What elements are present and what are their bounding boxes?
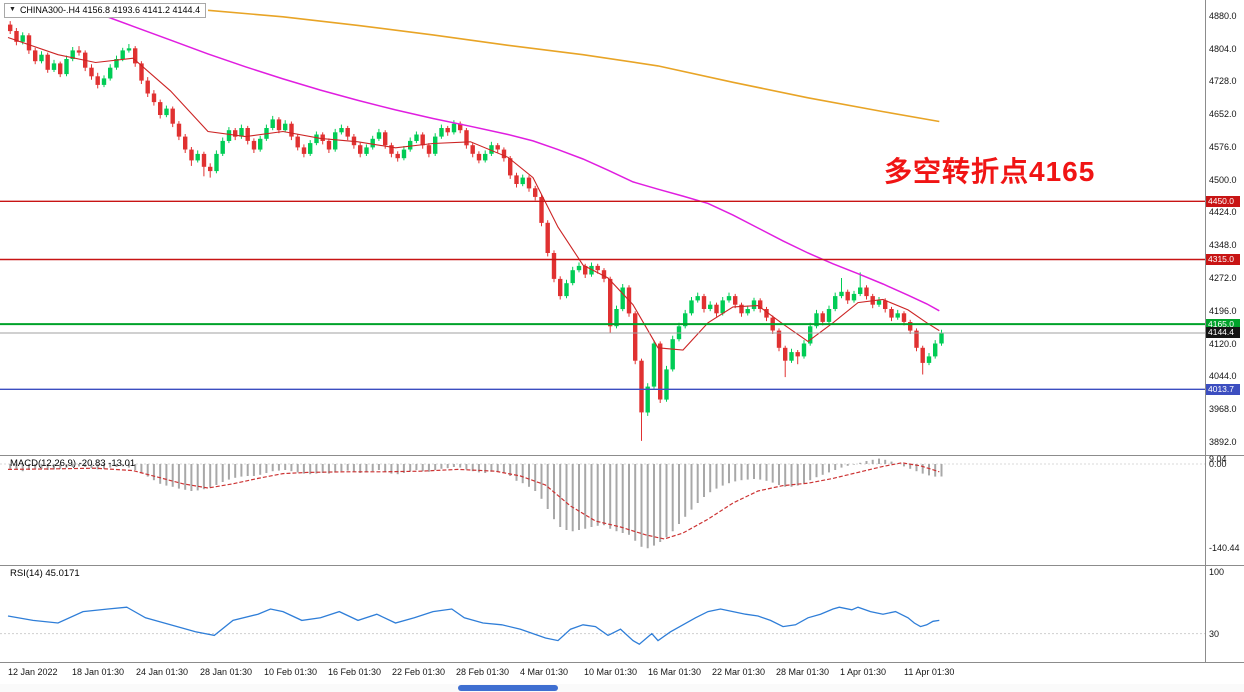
time-axis-label: 18 Jan 01:30 — [72, 667, 125, 677]
price-axis-label: 4424.0 — [1209, 207, 1237, 218]
time-axis-label: 12 Jan 2022 — [8, 667, 58, 677]
horizontal-levels[interactable] — [0, 200, 1205, 390]
price-axis-label: 4348.0 — [1209, 240, 1237, 251]
time-axis-label: 28 Mar 01:30 — [776, 667, 830, 677]
panel-separators — [0, 0, 1244, 663]
time-axis-label: 22 Feb 01:30 — [392, 667, 446, 677]
rsi-axis-label: 100 — [1209, 567, 1225, 577]
macd-axis-label: 9.04 — [1209, 453, 1227, 464]
ma-slow-line — [207, 9, 940, 123]
time-axis-label: 28 Jan 01:30 — [200, 667, 253, 677]
price-axis-label: 4196.0 — [1209, 305, 1237, 316]
price-axis-label: 4044.0 — [1209, 371, 1237, 382]
rsi-indicator-label: RSI(14) 45.0171 — [10, 568, 80, 579]
time-axis-label: 4 Mar 01:30 — [520, 667, 569, 677]
time-axis-label: 1 Apr 01:30 — [840, 667, 887, 677]
time-axis-label: 10 Feb 01:30 — [264, 667, 318, 677]
time-axis-label: 28 Feb 01:30 — [456, 667, 510, 677]
dropdown-arrow-icon[interactable]: ▼ — [9, 6, 16, 13]
price-axis-label: 4880.0 — [1209, 10, 1237, 21]
time-axis-label: 10 Mar 01:30 — [584, 667, 638, 677]
macd-axis-label: -140.44 — [1209, 543, 1240, 554]
symbol-ohlc-text: CHINA300-.H4 4156.8 4193.6 4141.2 4144.4 — [19, 5, 201, 15]
price-axis-label: 4500.0 — [1209, 174, 1237, 185]
price-level-tag: 4315.0 — [1206, 253, 1240, 265]
time-axis-label: 16 Feb 01:30 — [328, 667, 382, 677]
rsi-axis-label: 30 — [1209, 628, 1220, 639]
horizontal-scrollbar[interactable] — [0, 684, 1244, 692]
price-level-tag: 4013.7 — [1206, 383, 1240, 395]
macd-indicator-label: MACD(12,26,9) -20.83 -13.01 — [10, 458, 136, 469]
price-axis-label: 4272.0 — [1209, 272, 1237, 283]
price-level-tag: 4144.4 — [1206, 327, 1240, 339]
price-axis-label: 4120.0 — [1209, 338, 1237, 349]
ma-mid-line — [95, 11, 940, 312]
price-axis-label: 4652.0 — [1209, 109, 1237, 120]
ma-fast-line — [7, 36, 940, 351]
price-level-tag: 4165.0 — [1206, 318, 1240, 330]
chart-annotation-text[interactable]: 多空转折点4165 — [884, 156, 1096, 187]
macd-histogram — [9, 458, 943, 549]
time-axis-label: 11 Apr 01:30 — [904, 667, 955, 677]
time-axis-label: 22 Mar 01:30 — [712, 667, 766, 677]
price-axis-label: 4728.0 — [1209, 76, 1237, 87]
price-axis-label: 3892.0 — [1209, 436, 1237, 447]
price-axis-label: 4804.0 — [1209, 43, 1237, 54]
time-axis-label: 16 Mar 01:30 — [648, 667, 702, 677]
macd-signal-line — [7, 462, 940, 540]
price-axis-label: 3968.0 — [1209, 404, 1237, 415]
symbol-selector[interactable]: ▼ CHINA300-.H4 4156.8 4193.6 4141.2 4144… — [4, 3, 207, 18]
macd-axis-label: 0.00 — [1209, 459, 1227, 469]
time-axis-label: 24 Jan 01:30 — [136, 667, 189, 677]
price-level-tag: 4450.0 — [1206, 195, 1240, 207]
rsi-line — [7, 606, 940, 645]
price-axis-label: 4576.0 — [1209, 141, 1237, 152]
scrollbar-thumb[interactable] — [458, 685, 558, 691]
